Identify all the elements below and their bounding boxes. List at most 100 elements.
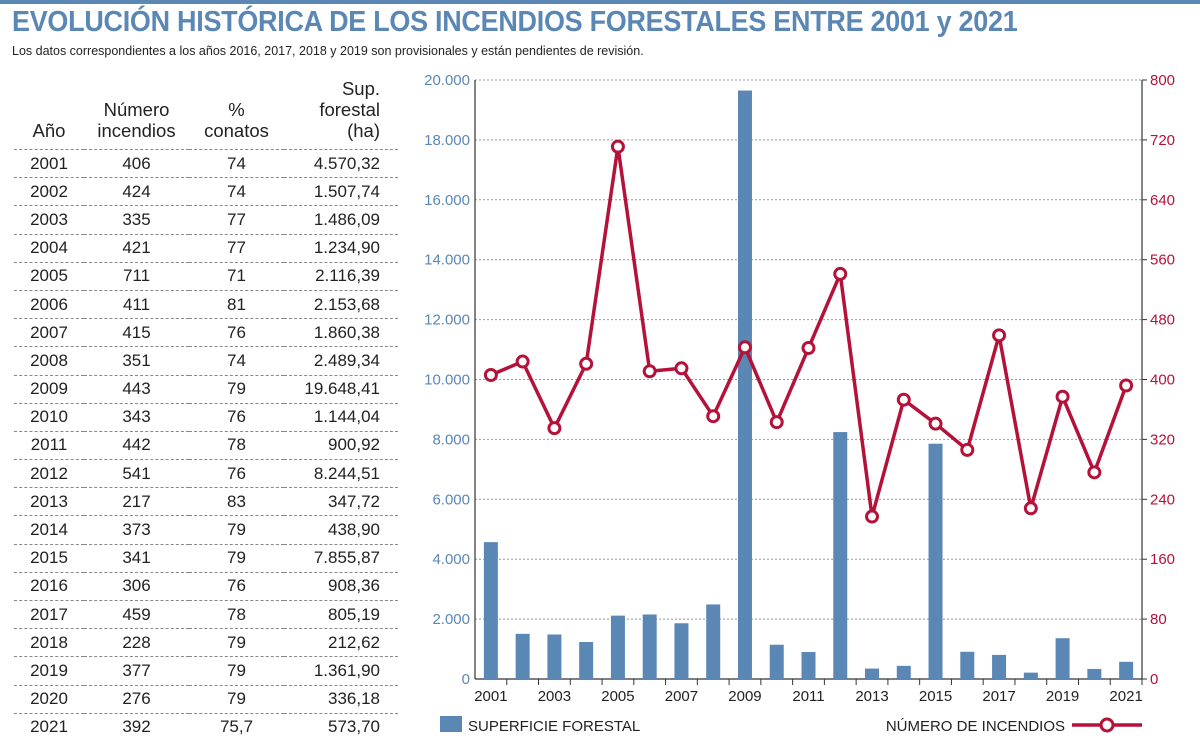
column-header: % conatos (204, 99, 269, 141)
table-cell: 76 (189, 318, 284, 347)
table-cell: 2001 (14, 148, 84, 178)
x-tick-label: 2017 (982, 688, 1015, 705)
left-tick-label: 2.000 (432, 611, 470, 628)
table-cell: 1.860,38 (284, 318, 398, 347)
line-point (674, 361, 689, 376)
table-cell: 8.244,51 (284, 459, 398, 488)
table-cell: 711 (84, 261, 189, 291)
table-cell: 2008 (14, 346, 84, 375)
table-cell: 336,18 (284, 684, 398, 714)
table-cell: 2014 (14, 515, 84, 545)
table-cell: 1.486,09 (284, 205, 398, 235)
table-cell: 79 (189, 543, 284, 573)
right-tick-label: 800 (1150, 72, 1175, 89)
table-cell: 76 (189, 402, 284, 432)
table-cell: 7.855,87 (284, 543, 398, 573)
x-tick-label: 2015 (919, 688, 952, 705)
line-point (896, 392, 911, 407)
left-tick-label: 0 (462, 671, 470, 688)
right-tick-label: 160 (1150, 551, 1175, 568)
table-cell: 2009 (14, 374, 84, 404)
legend-bar-swatch (440, 716, 462, 732)
line-point (737, 340, 752, 355)
table-cell: 2004 (14, 233, 84, 263)
table-cell: 74 (189, 346, 284, 375)
table-cell: 75,7 (189, 712, 284, 741)
bar (960, 651, 975, 679)
bar (610, 615, 625, 679)
bar (1055, 638, 1070, 679)
table-cell: 1.507,74 (284, 177, 398, 206)
table-cell: 1.144,04 (284, 402, 398, 432)
table-cell: 443 (84, 374, 189, 404)
bar (674, 623, 689, 679)
table-cell: 19.648,41 (284, 374, 398, 404)
x-tick-label: 2021 (1109, 688, 1142, 705)
table-cell: 438,90 (284, 515, 398, 545)
column-header: Año (32, 120, 66, 141)
table-row: 2020 276 79 336,18 (14, 684, 398, 714)
column-header: Sup. forestal (ha) (319, 78, 380, 141)
table-cell: 1.234,90 (284, 233, 398, 263)
right-tick-label: 320 (1150, 431, 1175, 448)
bar (769, 644, 784, 679)
table-cell: 79 (189, 515, 284, 545)
bar (865, 668, 880, 679)
table-cell: 2005 (14, 261, 84, 291)
table-cell: 74 (189, 177, 284, 206)
line-point (610, 139, 625, 154)
right-tick-label: 80 (1150, 611, 1167, 628)
table-cell: 71 (189, 261, 284, 291)
bar (992, 654, 1007, 679)
bar (928, 443, 943, 679)
line-point (769, 415, 784, 430)
x-tick-label: 2013 (855, 688, 888, 705)
table-cell: 421 (84, 233, 189, 263)
table-row: 2006 411 81 2.153,68 (14, 289, 398, 319)
table-cell: 4.570,32 (284, 148, 398, 178)
table-row: 2018 228 79 212,62 (14, 628, 398, 657)
legend-line-label: NÚMERO DE INCENDIOS (886, 718, 1065, 735)
bar (833, 432, 848, 679)
table-cell: 2.116,39 (284, 261, 398, 291)
table-cell: 335 (84, 205, 189, 235)
bar (547, 634, 562, 679)
series-line (490, 144, 1128, 519)
table-cell: 392 (84, 712, 189, 741)
right-tick-label: 480 (1150, 312, 1175, 329)
bar (896, 665, 911, 679)
table-cell: 306 (84, 571, 189, 601)
table-row: 2013 217 83 347,72 (14, 487, 398, 516)
table-cell: 2006 (14, 289, 84, 319)
table-cell: 276 (84, 684, 189, 714)
data-table: Año Número incendios % conatos Sup. forestal (… (14, 78, 398, 741)
line-point (483, 368, 498, 383)
left-tick-label: 12.000 (424, 312, 470, 329)
table-cell: 81 (189, 289, 284, 319)
line-point (1023, 501, 1038, 516)
subtitle: Los datos correspondientes a los años 20… (12, 44, 644, 58)
table-cell: 373 (84, 515, 189, 545)
table-row: 2011 442 78 900,92 (14, 430, 398, 460)
x-tick-label: 2001 (474, 688, 507, 705)
table-cell: 79 (189, 628, 284, 657)
table-cell: 77 (189, 205, 284, 235)
table-cell: 406 (84, 148, 189, 178)
top-bar (0, 0, 1200, 4)
line-point (801, 341, 816, 356)
table-cell: 341 (84, 543, 189, 573)
bar (515, 633, 530, 679)
right-tick-label: 0 (1150, 671, 1158, 688)
table-cell: 2016 (14, 571, 84, 601)
x-tick-label: 2003 (538, 688, 571, 705)
table-row: 2016 306 76 908,36 (14, 571, 398, 601)
table-row: 2008 351 74 2.489,34 (14, 346, 398, 375)
table-cell: 2018 (14, 628, 84, 657)
table-cell: 2002 (14, 177, 84, 206)
bar (483, 542, 498, 679)
line-point (1087, 465, 1102, 480)
bar (706, 604, 721, 679)
bar (1119, 661, 1134, 679)
bar (801, 652, 816, 679)
